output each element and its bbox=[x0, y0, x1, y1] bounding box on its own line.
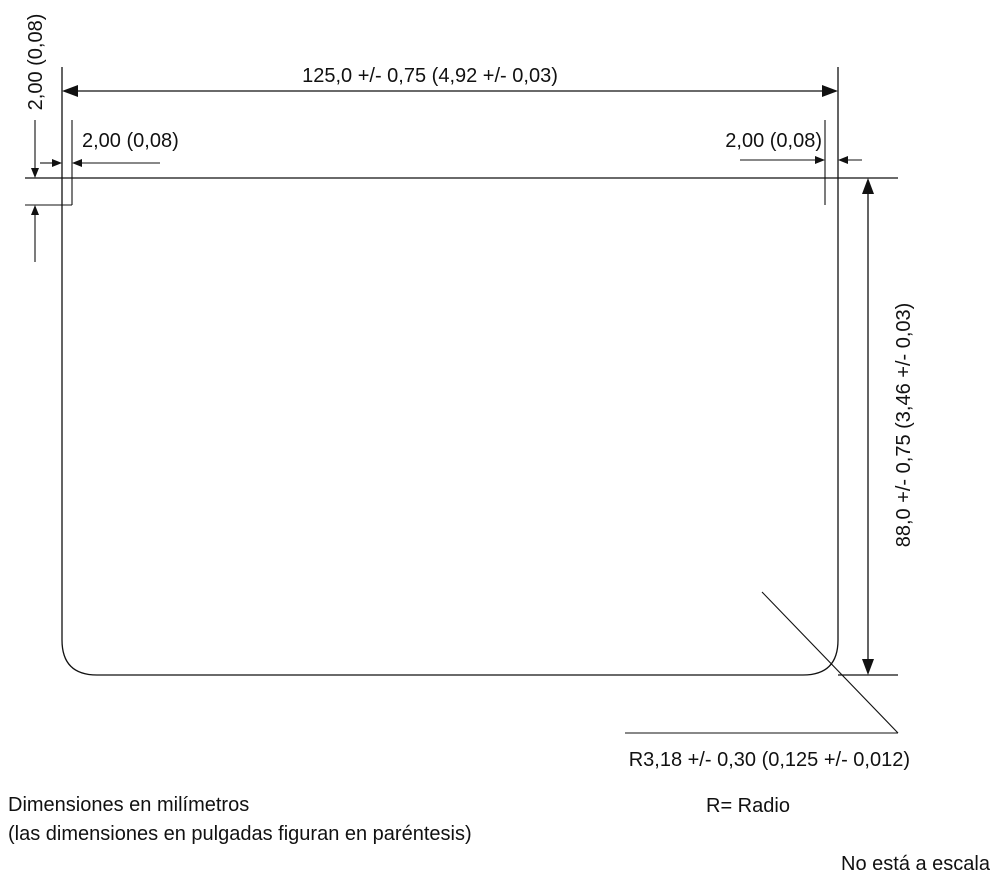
height-dimension-label: 88,0 +/- 0,75 (3,46 +/- 0,03) bbox=[893, 303, 915, 548]
offset-vertical-arrow-top bbox=[31, 168, 39, 178]
width-arrow-left bbox=[62, 85, 78, 97]
part-outline bbox=[61, 178, 839, 676]
offset-right-arrow-inner bbox=[815, 156, 825, 164]
units-note-line2: (las dimensiones en pulgadas figuran en … bbox=[8, 823, 472, 845]
offset-vertical-label: 2,00 (0,08) bbox=[25, 14, 47, 111]
width-dimension-label: 125,0 +/- 0,75 (4,92 +/- 0,03) bbox=[302, 65, 558, 87]
height-arrow-top bbox=[862, 178, 874, 194]
offset-left-arrow-outer bbox=[52, 159, 62, 167]
radius-leader-diagonal bbox=[761, 591, 899, 734]
height-arrow-bottom bbox=[862, 659, 874, 675]
radius-legend: R= Radio bbox=[706, 795, 790, 817]
offset-left-label: 2,00 (0,08) bbox=[82, 130, 179, 152]
offset-vertical-arrow-bottom bbox=[31, 205, 39, 215]
offset-right-arrow-outer bbox=[838, 156, 848, 164]
offset-left-arrow-inner bbox=[72, 159, 82, 167]
offset-right-label: 2,00 (0,08) bbox=[725, 130, 822, 152]
units-note-line1: Dimensiones en milímetros bbox=[8, 794, 249, 816]
scale-note: No está a escala bbox=[841, 853, 991, 875]
width-arrow-right bbox=[822, 85, 838, 97]
radius-label: R3,18 +/- 0,30 (0,125 +/- 0,012) bbox=[629, 749, 910, 771]
